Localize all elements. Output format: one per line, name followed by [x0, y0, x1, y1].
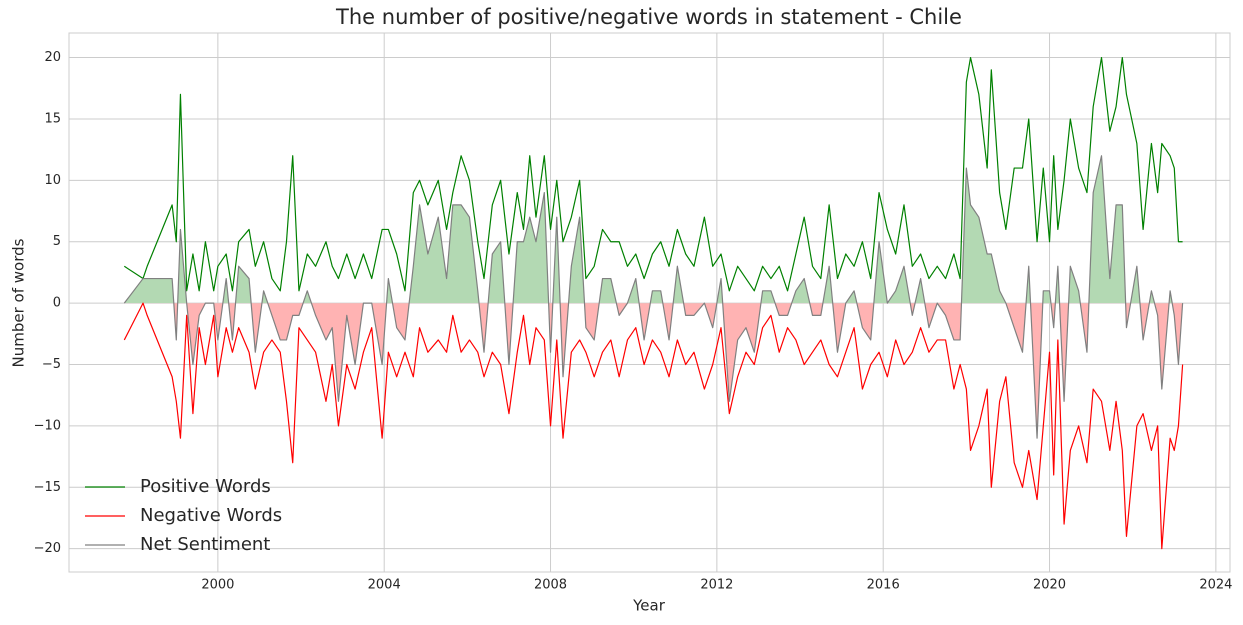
y-tick-label: 5 — [53, 234, 61, 249]
chart-title: The number of positive/negative words in… — [335, 5, 962, 29]
x-tick-label: 2012 — [700, 578, 733, 593]
y-tick-label: −15 — [34, 480, 61, 495]
positive-area — [124, 155, 1173, 304]
legend-label: Negative Words — [140, 505, 282, 526]
series-line — [123, 155, 1184, 439]
y-tick-label: −5 — [42, 357, 61, 372]
y-axis-label: Number of words — [10, 238, 28, 367]
x-tick-label: 2016 — [867, 578, 900, 593]
plot-frame — [68, 32, 1231, 573]
legend-label: Positive Words — [140, 476, 271, 497]
y-tick-label: 20 — [44, 50, 61, 65]
x-tick-label: 2020 — [1033, 578, 1066, 593]
y-tick-label: 15 — [44, 111, 61, 126]
series-line — [123, 302, 1184, 550]
x-tick-label: 2004 — [368, 578, 401, 593]
x-tick-label: 2024 — [1199, 578, 1232, 593]
x-tick-label: 2000 — [201, 578, 234, 593]
legend-label: Net Sentiment — [140, 534, 270, 555]
y-tick-label: −20 — [34, 541, 61, 556]
y-tick-label: 10 — [44, 173, 61, 188]
y-tick-label: 0 — [53, 296, 61, 311]
x-axis-label: Year — [632, 597, 666, 615]
x-tick-label: 2008 — [534, 578, 567, 593]
y-tick-label: −10 — [34, 418, 61, 433]
series-line — [123, 56, 1183, 292]
